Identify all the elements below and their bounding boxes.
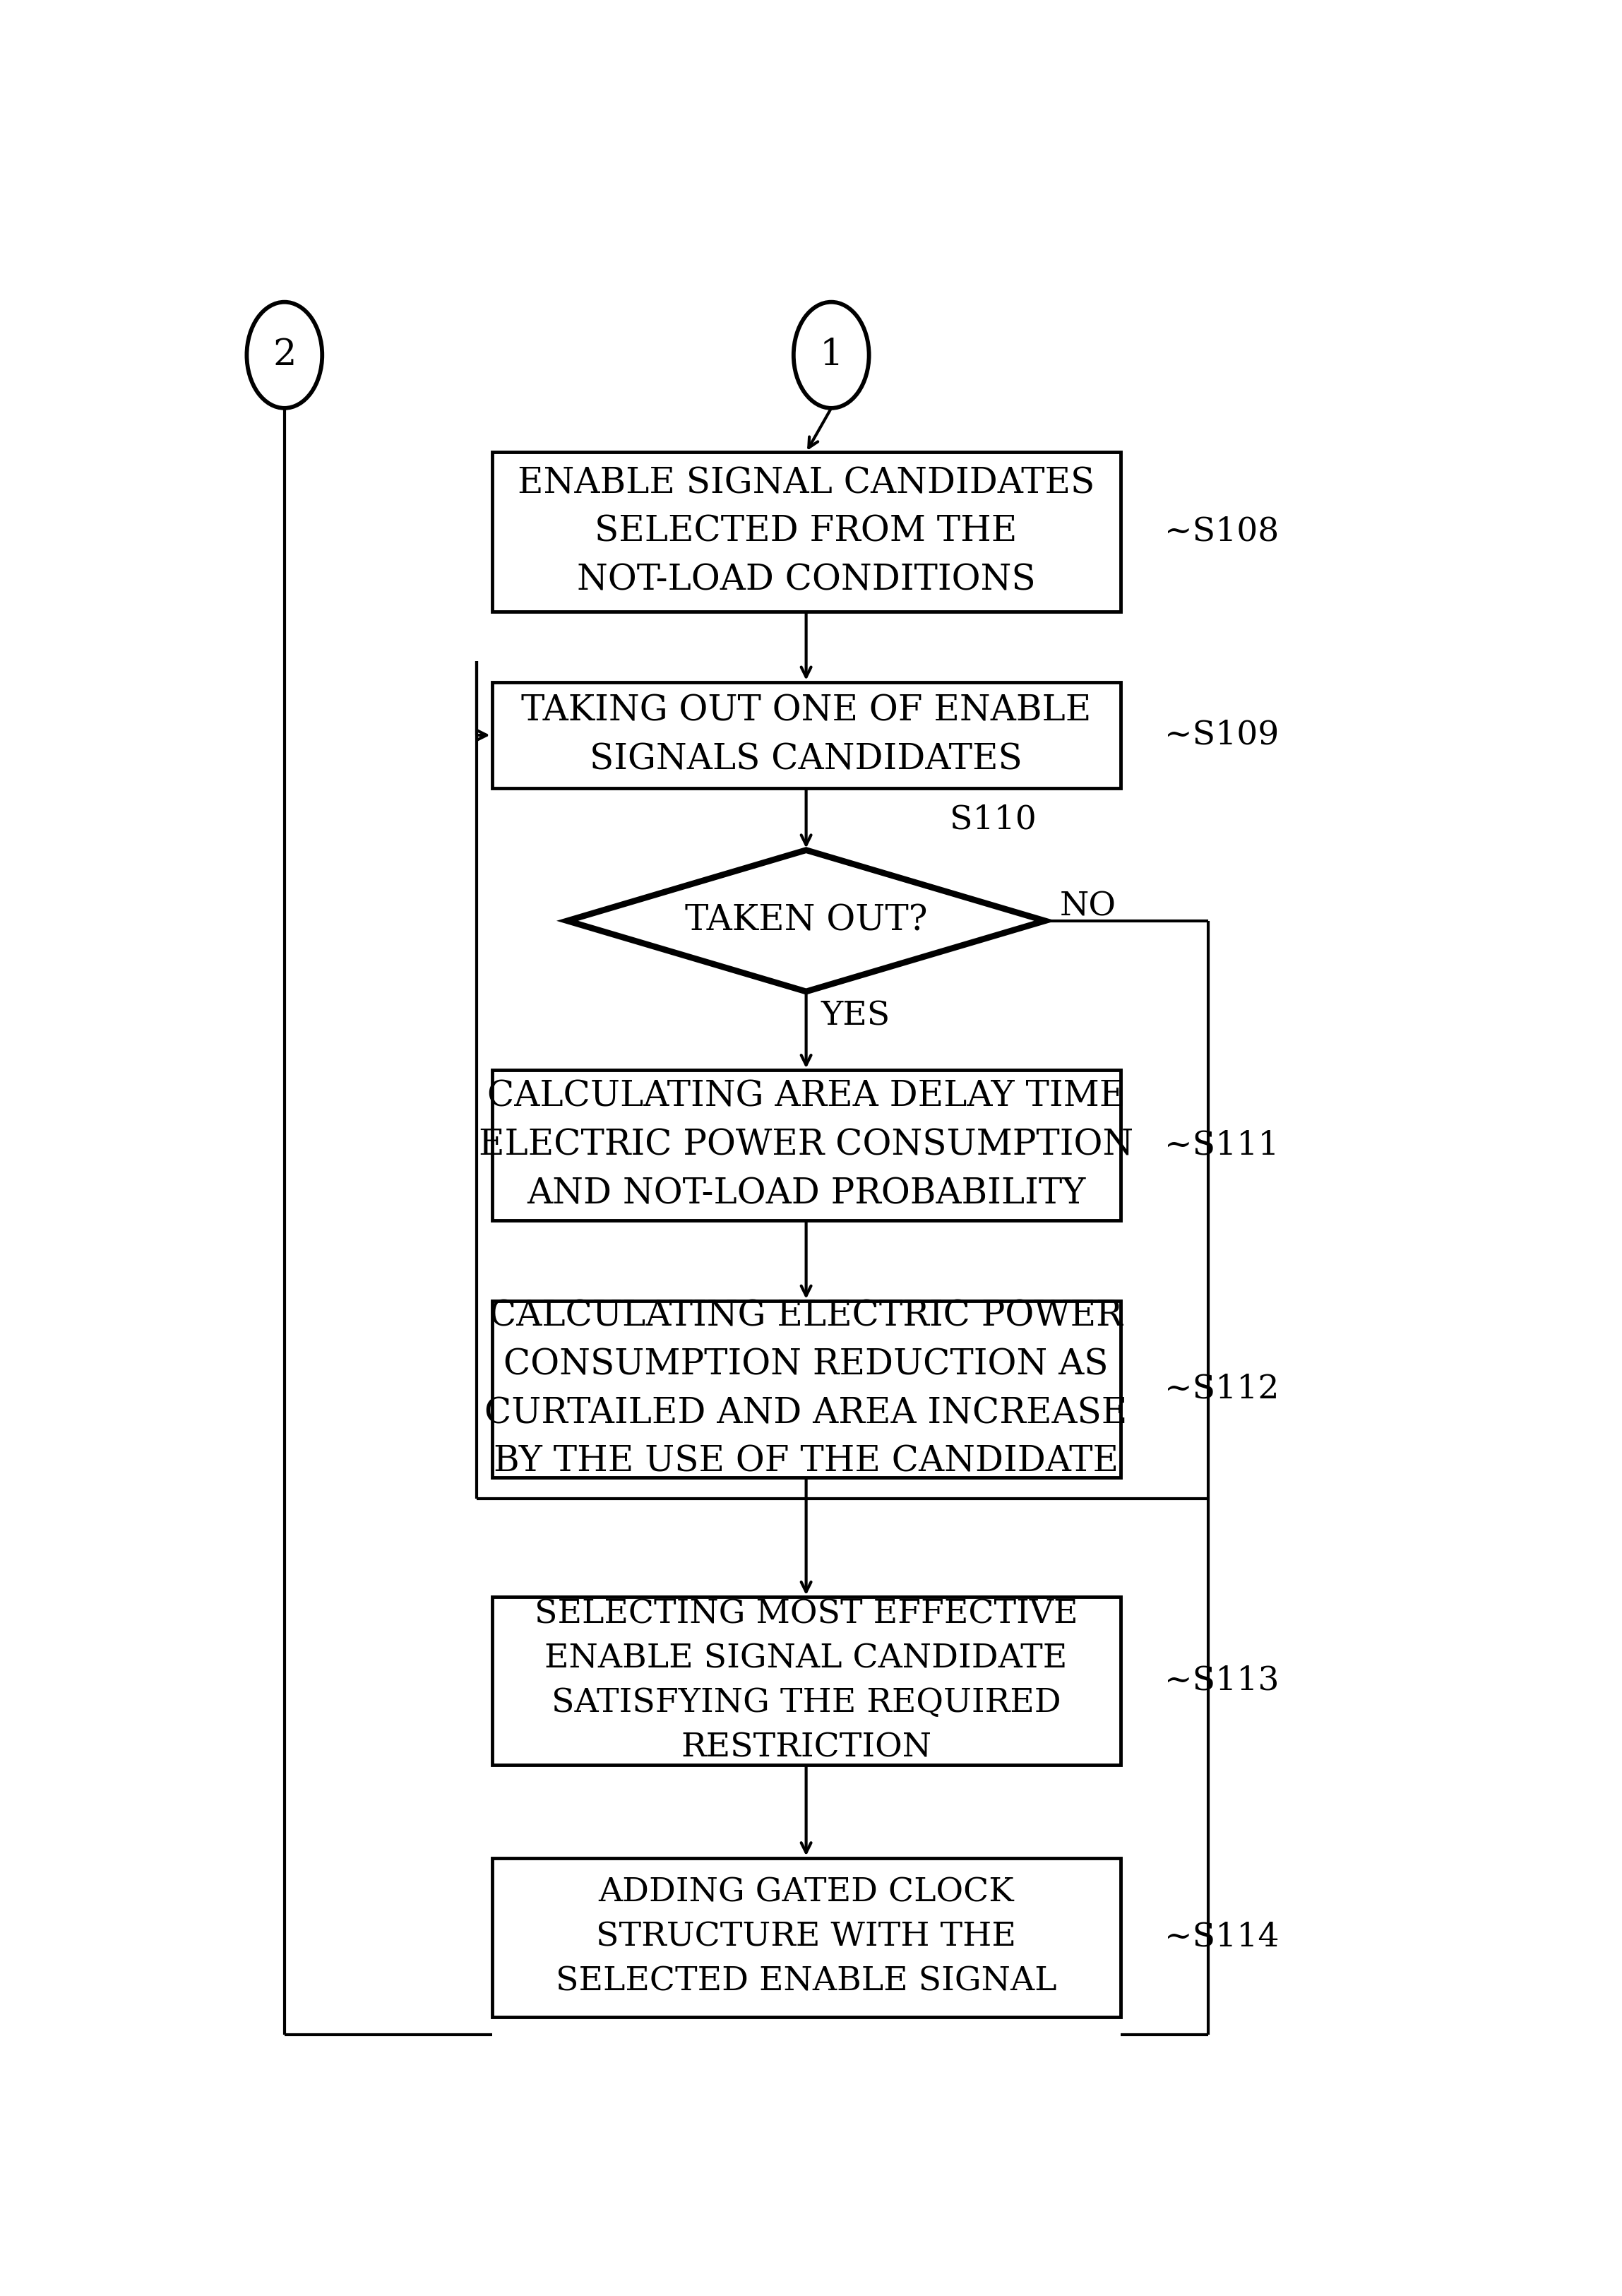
Text: NO: NO — [1061, 891, 1116, 923]
Text: TAKEN OUT?: TAKEN OUT? — [684, 902, 928, 939]
Text: ~S114: ~S114 — [1165, 1922, 1280, 1954]
Text: 1: 1 — [819, 338, 843, 372]
FancyBboxPatch shape — [491, 1598, 1121, 1766]
Text: CALCULATING ELECTRIC POWER
CONSUMPTION REDUCTION AS
CURTAILED AND AREA INCREASE
: CALCULATING ELECTRIC POWER CONSUMPTION R… — [485, 1300, 1127, 1479]
FancyBboxPatch shape — [491, 682, 1121, 788]
Text: 2: 2 — [272, 338, 297, 372]
Text: ~S112: ~S112 — [1165, 1373, 1280, 1405]
Text: YES: YES — [821, 1001, 890, 1033]
Text: S110: S110 — [949, 804, 1036, 836]
FancyBboxPatch shape — [491, 1070, 1121, 1221]
FancyBboxPatch shape — [491, 1857, 1121, 2016]
Text: ENABLE SIGNAL CANDIDATES
SELECTED FROM THE
NOT-LOAD CONDITIONS: ENABLE SIGNAL CANDIDATES SELECTED FROM T… — [517, 466, 1095, 597]
Text: SELECTING MOST EFFECTIVE
ENABLE SIGNAL CANDIDATE
SATISFYING THE REQUIRED
RESTRIC: SELECTING MOST EFFECTIVE ENABLE SIGNAL C… — [534, 1598, 1079, 1763]
Text: ADDING GATED CLOCK
STRUCTURE WITH THE
SELECTED ENABLE SIGNAL: ADDING GATED CLOCK STRUCTURE WITH THE SE… — [556, 1876, 1056, 1998]
FancyBboxPatch shape — [491, 452, 1121, 611]
Text: CALCULATING AREA DELAY TIME
ELECTRIC POWER CONSUMPTION
AND NOT-LOAD PROBABILITY: CALCULATING AREA DELAY TIME ELECTRIC POW… — [478, 1079, 1134, 1212]
Text: ~S108: ~S108 — [1165, 517, 1280, 549]
Text: ~S113: ~S113 — [1165, 1665, 1280, 1697]
FancyBboxPatch shape — [491, 1302, 1121, 1479]
Text: ~S109: ~S109 — [1165, 719, 1280, 751]
Circle shape — [247, 303, 323, 409]
Text: ~S111: ~S111 — [1165, 1130, 1280, 1162]
Polygon shape — [568, 850, 1045, 992]
Text: TAKING OUT ONE OF ENABLE
SIGNALS CANDIDATES: TAKING OUT ONE OF ENABLE SIGNALS CANDIDA… — [521, 693, 1092, 776]
Circle shape — [793, 303, 869, 409]
